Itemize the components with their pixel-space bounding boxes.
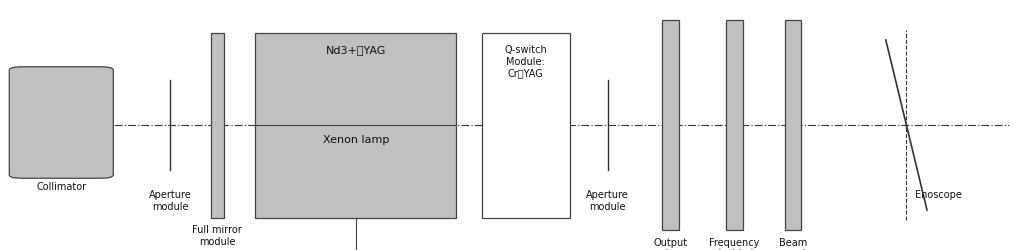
Text: Aperture
module: Aperture module: [586, 190, 629, 212]
Text: Collimator: Collimator: [36, 182, 87, 192]
Bar: [785, 20, 801, 230]
Text: Beam
expander: Beam expander: [770, 238, 816, 250]
Text: Aperture
module: Aperture module: [148, 190, 192, 212]
Text: Output
mirror
module: Output mirror module: [652, 238, 689, 250]
Bar: [255, 32, 456, 218]
Text: Nd3+：YAG: Nd3+：YAG: [325, 45, 386, 55]
Bar: [662, 20, 679, 230]
Text: Xenon lamp: Xenon lamp: [322, 135, 389, 145]
Bar: [482, 32, 570, 218]
Text: Frequency
doubled
crystal:
BBO: Frequency doubled crystal: BBO: [710, 238, 759, 250]
Text: Q-switch
Module:
Cr：YAG: Q-switch Module: Cr：YAG: [505, 45, 547, 78]
Text: Enoscope: Enoscope: [915, 190, 962, 200]
Text: Full mirror
module: Full mirror module: [193, 225, 242, 246]
FancyBboxPatch shape: [9, 67, 113, 178]
Bar: [211, 32, 224, 218]
Bar: [726, 20, 743, 230]
